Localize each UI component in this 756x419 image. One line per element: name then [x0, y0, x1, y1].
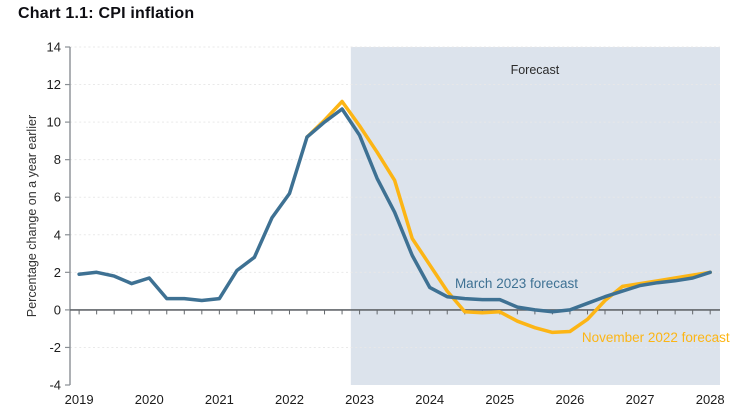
x-tick-label-2026: 2026: [555, 392, 584, 407]
x-tick-label-2019: 2019: [65, 392, 94, 407]
y-tick-label-0: 0: [54, 302, 61, 317]
y-tick-label-6: 6: [54, 190, 61, 205]
y-tick-label--4: -4: [49, 378, 61, 393]
x-tick-label-2027: 2027: [626, 392, 655, 407]
y-tick-label-8: 8: [54, 152, 61, 167]
x-tick-label-2028: 2028: [696, 392, 725, 407]
y-tick-label-10: 10: [47, 115, 61, 130]
y-tick-label--2: -2: [49, 340, 61, 355]
forecast-band-label: Forecast: [511, 63, 560, 77]
annotation-march-2023-forecast: March 2023 forecast: [455, 276, 578, 291]
x-tick-label-2024: 2024: [415, 392, 444, 407]
y-tick-label-2: 2: [54, 265, 61, 280]
x-tick-label-2020: 2020: [135, 392, 164, 407]
x-tick-label-2022: 2022: [275, 392, 304, 407]
annotation-november-2022-forecast: November 2022 forecast: [582, 330, 730, 345]
series-line-november-2022-forecast: [305, 99, 712, 335]
x-tick-label-2021: 2021: [205, 392, 234, 407]
chart-title: Chart 1.1: CPI inflation: [18, 5, 195, 22]
x-tick-label-2023: 2023: [345, 392, 374, 407]
y-tick-label-4: 4: [54, 227, 61, 242]
y-tick-label-14: 14: [47, 40, 61, 55]
y-axis-title: Percentage change on a year earlier: [25, 115, 39, 317]
series-line-march-2023-forecast: [77, 107, 712, 314]
x-tick-label-2025: 2025: [485, 392, 514, 407]
y-tick-label-12: 12: [47, 77, 61, 92]
